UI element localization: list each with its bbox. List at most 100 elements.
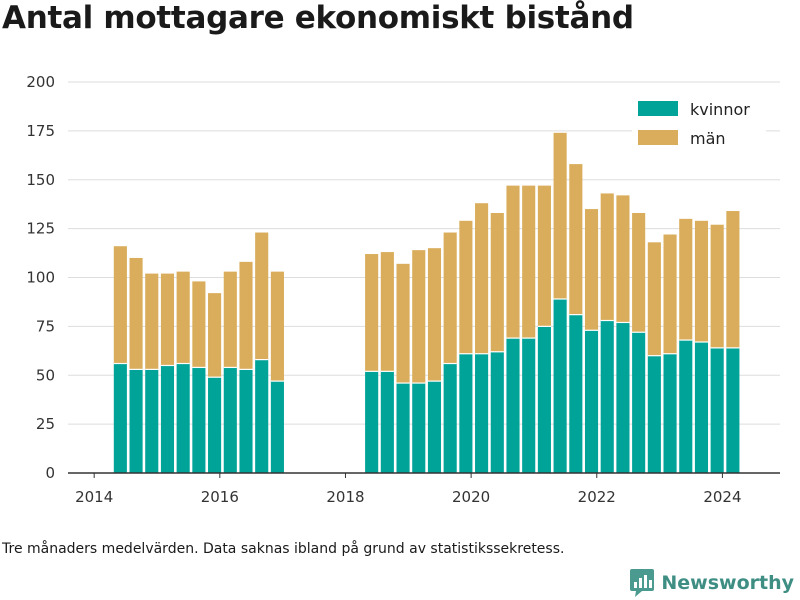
legend-label-man: män: [690, 129, 726, 148]
bar-man: [475, 203, 488, 354]
bar-man: [601, 193, 614, 320]
y-tick-label: 100: [26, 269, 55, 287]
bar-man: [695, 221, 708, 342]
bar-man: [114, 246, 127, 363]
bar-kvinnor: [726, 348, 739, 473]
bar-kvinnor: [412, 383, 425, 473]
bar-kvinnor: [208, 377, 221, 473]
x-tick-label: 2016: [201, 488, 239, 506]
bar-kvinnor: [365, 371, 378, 473]
bar-man: [711, 225, 724, 348]
bar-kvinnor: [554, 299, 567, 473]
legend: kvinnor män: [632, 91, 766, 157]
bar-man: [679, 219, 692, 340]
bar-kvinnor: [491, 352, 504, 473]
bar-man: [648, 242, 661, 355]
bar-man: [130, 258, 143, 369]
y-tick-label: 150: [26, 171, 55, 189]
bar-man: [161, 274, 174, 366]
bar-man: [459, 221, 472, 354]
bar-kvinnor: [601, 321, 614, 473]
bar-man: [224, 272, 237, 368]
bar-man: [554, 133, 567, 299]
bar-kvinnor: [130, 369, 143, 473]
bar-man: [538, 186, 551, 327]
brand[interactable]: Newsworthy: [629, 568, 794, 598]
bar-kvinnor: [616, 322, 629, 473]
x-tick-label: 2022: [578, 488, 616, 506]
bar-man: [145, 274, 158, 370]
bar-kvinnor: [569, 315, 582, 473]
bar-man: [255, 233, 268, 360]
bar-kvinnor: [444, 364, 457, 473]
bar-kvinnor: [695, 342, 708, 473]
bar-man: [412, 250, 425, 383]
bar-kvinnor: [459, 354, 472, 473]
footnote: Tre månaders medelvärden. Data saknas ib…: [2, 541, 564, 557]
bar-kvinnor: [224, 367, 237, 473]
y-tick-label: 175: [26, 122, 55, 140]
bar-man: [397, 264, 410, 383]
chart-logo-icon: [629, 568, 655, 598]
bar-man: [177, 272, 190, 364]
bar-kvinnor: [664, 354, 677, 473]
x-axis: [68, 473, 780, 478]
bar-kvinnor: [428, 381, 441, 473]
y-tick-label: 75: [36, 317, 55, 335]
bar-man: [208, 293, 221, 377]
y-tick-label: 50: [36, 366, 55, 384]
bar-kvinnor: [271, 381, 284, 473]
bar-kvinnor: [506, 338, 519, 473]
bar-kvinnor: [711, 348, 724, 473]
x-tick-label: 2018: [326, 488, 364, 506]
x-tick-label: 2020: [452, 488, 490, 506]
y-axis-labels: 0 25 50 75 100 125 150 175 200: [26, 73, 55, 482]
bar-man: [271, 272, 284, 381]
bar-kvinnor: [522, 338, 535, 473]
bar-man: [192, 281, 205, 367]
brand-name: Newsworthy: [661, 572, 794, 594]
y-tick-label: 200: [26, 73, 55, 91]
bar-kvinnor: [239, 369, 252, 473]
bar-man: [428, 248, 441, 381]
bar-kvinnor: [177, 364, 190, 473]
bar-kvinnor: [475, 354, 488, 473]
bar-kvinnor: [585, 330, 598, 473]
stacked-bar-chart: 0255075100125150175200 2014 2016 2018 2020 2…: [0, 0, 800, 600]
x-axis-labels: 2014 2016 2018 2020 2022 2024: [75, 488, 741, 506]
bar-man: [506, 186, 519, 338]
bar-man: [444, 233, 457, 364]
x-tick-label: 2024: [703, 488, 741, 506]
bar-kvinnor: [192, 367, 205, 473]
x-tick-label: 2014: [75, 488, 113, 506]
bar-man: [664, 234, 677, 353]
bar-man: [569, 164, 582, 315]
bar-kvinnor: [114, 364, 127, 473]
bar-man: [726, 211, 739, 348]
bar-kvinnor: [679, 340, 692, 473]
bar-kvinnor: [538, 326, 551, 473]
bar-man: [585, 209, 598, 330]
bar-kvinnor: [397, 383, 410, 473]
bar-man: [239, 262, 252, 370]
bar-kvinnor: [255, 360, 268, 473]
bar-man: [491, 213, 504, 352]
legend-swatch-man: [638, 130, 678, 145]
bar-kvinnor: [145, 369, 158, 473]
y-tick-label: 0: [45, 464, 55, 482]
bar-man: [381, 252, 394, 371]
y-tick-label: 125: [26, 220, 55, 238]
legend-swatch-kvinnor: [638, 101, 678, 116]
legend-label-kvinnor: kvinnor: [690, 100, 750, 119]
bar-kvinnor: [381, 371, 394, 473]
bar-man: [616, 195, 629, 322]
bar-man: [522, 186, 535, 338]
bar-kvinnor: [161, 365, 174, 473]
bar-man: [632, 213, 645, 332]
bar-kvinnor: [632, 332, 645, 473]
bar-man: [365, 254, 378, 371]
bar-kvinnor: [648, 356, 661, 473]
y-tick-label: 25: [36, 415, 55, 433]
bars: [114, 133, 740, 473]
chart-title: Antal mottagare ekonomiskt bistånd: [2, 0, 634, 36]
